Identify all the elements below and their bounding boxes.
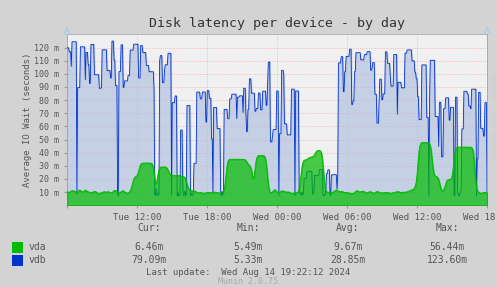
- Text: 5.33m: 5.33m: [234, 255, 263, 265]
- Text: Cur:: Cur:: [137, 223, 161, 233]
- Text: 28.85m: 28.85m: [331, 255, 365, 265]
- Text: Max:: Max:: [435, 223, 459, 233]
- Text: Last update:  Wed Aug 14 19:22:12 2024: Last update: Wed Aug 14 19:22:12 2024: [147, 268, 350, 277]
- Text: 6.46m: 6.46m: [134, 242, 164, 252]
- Text: Avg:: Avg:: [336, 223, 360, 233]
- Text: RRDTOOL / TOBI OETIKER: RRDTOOL / TOBI OETIKER: [491, 73, 496, 156]
- Y-axis label: Average IO Wait (seconds): Average IO Wait (seconds): [23, 53, 32, 187]
- Text: 56.44m: 56.44m: [430, 242, 465, 252]
- Text: vdb: vdb: [29, 255, 46, 265]
- Text: 79.09m: 79.09m: [132, 255, 166, 265]
- Text: Munin 2.0.75: Munin 2.0.75: [219, 277, 278, 286]
- Text: vda: vda: [29, 242, 46, 252]
- Title: Disk latency per device - by day: Disk latency per device - by day: [149, 18, 405, 30]
- Text: 123.60m: 123.60m: [427, 255, 468, 265]
- Text: Min:: Min:: [237, 223, 260, 233]
- Text: 9.67m: 9.67m: [333, 242, 363, 252]
- Text: 5.49m: 5.49m: [234, 242, 263, 252]
